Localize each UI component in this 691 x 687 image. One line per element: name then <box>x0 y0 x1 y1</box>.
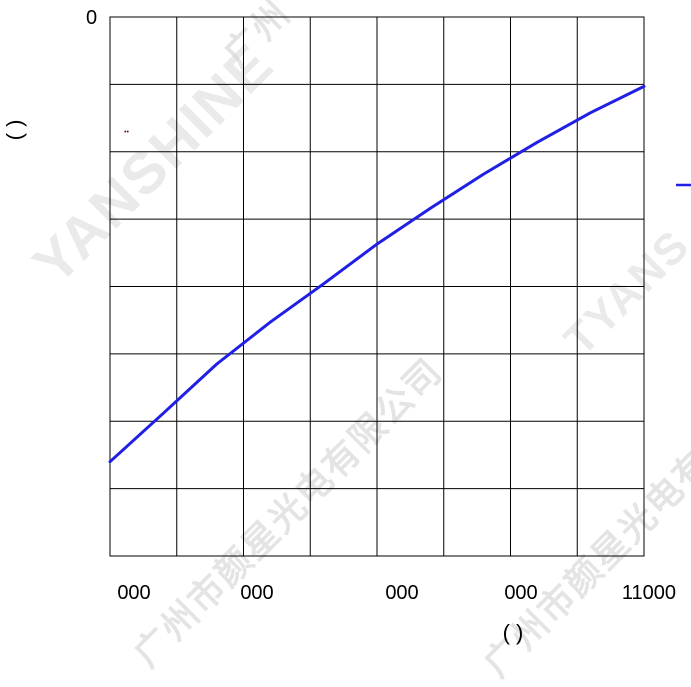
x-tick-label: 000 <box>117 582 150 604</box>
series-line <box>108 84 646 464</box>
chart-grid <box>109 16 645 557</box>
plot-annotation: •• <box>124 129 129 136</box>
plot-area <box>108 84 646 464</box>
y-tick-label: 0 <box>86 7 97 29</box>
line-chart: 0 ( ) •• 000 000 000 000 11000 ( ) <box>2 7 691 645</box>
x-tick-label: 000 <box>240 582 273 604</box>
x-tick-label: 000 <box>504 582 537 604</box>
x-tick-label: 11000 <box>622 582 676 604</box>
x-axis-label: ( ) <box>503 620 524 645</box>
y-axis-label: ( ) <box>2 120 27 141</box>
x-tick-label: 000 <box>385 582 418 604</box>
